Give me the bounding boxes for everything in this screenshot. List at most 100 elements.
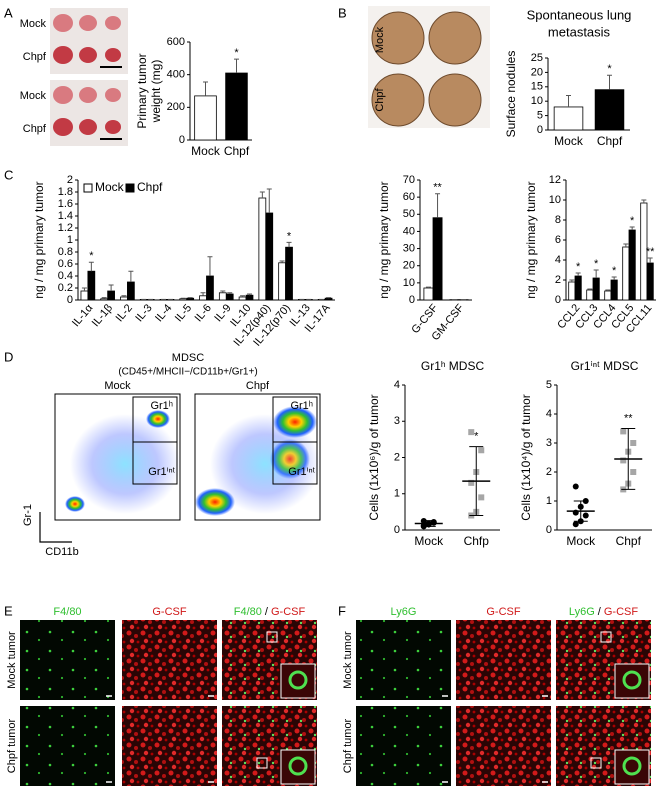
legend-swatch xyxy=(83,183,93,193)
x-tick-label: IL-4 xyxy=(153,302,174,324)
y-tick-label: 0 xyxy=(537,124,543,136)
bar xyxy=(238,296,247,301)
significance: * xyxy=(234,47,239,59)
error-bar xyxy=(611,276,617,280)
y-tick-label: 2 xyxy=(555,274,561,286)
bar xyxy=(179,298,188,301)
tumor xyxy=(105,48,121,62)
inset-source xyxy=(590,757,602,769)
x-tick-label: IL-3 xyxy=(133,302,154,324)
merge-channel: Ly6G xyxy=(569,606,595,618)
merge-channel: G-CSF xyxy=(604,606,639,618)
x-tick-label: IL-1β xyxy=(90,302,115,329)
micrograph xyxy=(356,620,451,700)
photo-label: Chpf xyxy=(23,123,47,135)
bar xyxy=(80,290,89,301)
sd-bar xyxy=(469,446,484,516)
bar xyxy=(628,229,636,301)
tumor xyxy=(79,119,97,135)
point xyxy=(572,483,579,490)
inset-source xyxy=(600,631,612,643)
bar xyxy=(594,89,625,131)
x-tick-label: Mock xyxy=(191,144,221,158)
flow-cloud xyxy=(70,414,180,514)
merge-channel: F4/80 xyxy=(234,606,262,618)
bar xyxy=(218,292,227,301)
micrograph xyxy=(122,620,217,700)
y-tick-label: 4 xyxy=(555,254,561,266)
y-axis-label: Surface nodules xyxy=(504,51,518,138)
y-tick-label: 0 xyxy=(546,524,552,536)
y-axis-label: ng / mg primary tumor xyxy=(524,181,538,298)
bar xyxy=(120,296,128,301)
y-tick-label: 200 xyxy=(167,101,185,113)
error-bar xyxy=(246,293,252,296)
error-bar xyxy=(266,188,272,213)
y-tick-label: 1.2 xyxy=(58,222,73,234)
gate-label: Gr1ʰ xyxy=(290,400,313,412)
significance: * xyxy=(89,250,94,262)
panel-letter: C xyxy=(4,167,13,182)
channel-header: G-CSF xyxy=(486,606,521,618)
merge-channel: G-CSF xyxy=(271,606,306,618)
tumor xyxy=(79,87,97,103)
gate xyxy=(132,441,178,485)
row-label: Chpf tumor xyxy=(342,718,354,773)
micrograph xyxy=(456,706,551,786)
inset-cell xyxy=(288,670,308,690)
legend-label: Mock xyxy=(95,180,125,194)
inset-source xyxy=(266,631,278,643)
y-tick-label: 50 xyxy=(403,208,415,220)
error-bar xyxy=(623,243,629,247)
significance: * xyxy=(607,63,612,75)
y-tick-label: 600 xyxy=(167,36,185,48)
y-axis-label: Cells (1x10⁶)/g of tumor xyxy=(367,394,381,520)
bar xyxy=(553,106,584,131)
bar xyxy=(324,297,333,301)
y-tick-label: 6 xyxy=(555,234,561,246)
y-axis-label: ng / mg primary tumor xyxy=(32,181,46,298)
flow-plot-label: Mock xyxy=(104,380,131,392)
error-bar xyxy=(240,295,246,297)
channel-header: G-CSF xyxy=(152,606,187,618)
error-bar xyxy=(279,260,285,263)
error-bar xyxy=(259,191,265,198)
y-tick-label: 0.4 xyxy=(58,270,73,282)
merge-separator: / xyxy=(265,606,269,618)
y-tick-label: 10 xyxy=(531,95,543,107)
point xyxy=(630,440,637,446)
flow-cloud xyxy=(273,406,317,438)
bar xyxy=(87,270,96,301)
error-bar xyxy=(203,81,208,96)
x-tick-label: Chfp xyxy=(464,534,490,548)
error-bar xyxy=(593,269,599,278)
error-bar xyxy=(207,256,213,276)
bar xyxy=(206,275,214,301)
bar xyxy=(646,262,654,301)
bar xyxy=(127,281,135,301)
y-tick-label: 0.8 xyxy=(58,246,73,258)
bar xyxy=(199,295,207,301)
y-tick-label: 5 xyxy=(546,379,552,391)
point xyxy=(468,429,475,436)
chart-title: Spontaneous lung xyxy=(527,7,632,22)
merge-separator: / xyxy=(598,606,602,618)
x-tick-label: Mock xyxy=(566,534,596,548)
point xyxy=(468,479,475,486)
y-tick-label: 0.2 xyxy=(58,282,73,294)
bar xyxy=(568,281,576,301)
tumor xyxy=(79,15,97,31)
tumor xyxy=(53,46,73,64)
error-bar xyxy=(88,261,94,272)
error-bar xyxy=(647,257,653,263)
tumor xyxy=(79,47,97,63)
lung xyxy=(428,73,482,127)
y-tick-label: 20 xyxy=(531,66,543,78)
inset xyxy=(280,663,316,699)
significance: * xyxy=(287,230,292,242)
tumor xyxy=(105,88,121,102)
bar xyxy=(423,287,434,301)
inset-cell xyxy=(288,756,308,776)
x-tick-label: Mock xyxy=(414,534,444,548)
y-tick-label: 0 xyxy=(394,524,400,536)
